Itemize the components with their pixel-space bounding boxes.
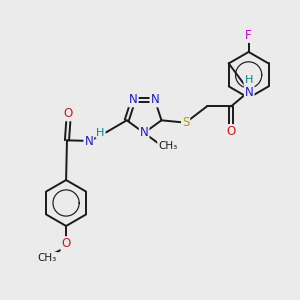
Text: H: H xyxy=(96,128,105,138)
Text: N: N xyxy=(151,93,159,106)
Text: CH₃: CH₃ xyxy=(38,253,57,263)
Text: O: O xyxy=(226,125,236,138)
Text: N: N xyxy=(245,86,254,99)
Text: F: F xyxy=(245,29,252,42)
Text: H: H xyxy=(244,75,253,85)
Text: N: N xyxy=(129,93,138,106)
Text: O: O xyxy=(64,107,73,120)
Text: CH₃: CH₃ xyxy=(158,141,177,151)
Text: S: S xyxy=(182,116,189,129)
Text: N: N xyxy=(140,126,148,140)
Text: N: N xyxy=(84,135,93,148)
Text: O: O xyxy=(61,237,71,250)
